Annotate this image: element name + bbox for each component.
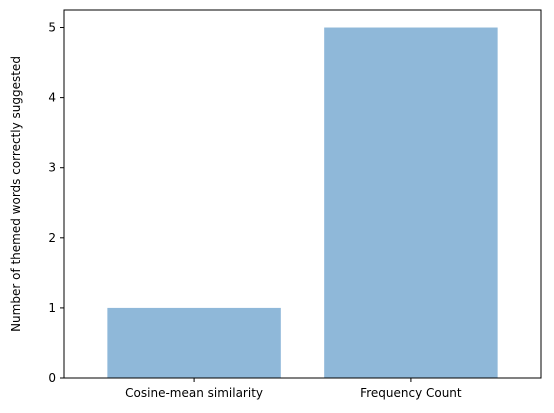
y-tick-label-5: 5 (48, 21, 56, 35)
bar-1 (324, 27, 498, 379)
y-tick-label-2: 2 (48, 231, 56, 245)
y-tick-label-0: 0 (48, 371, 56, 385)
y-tick-label-4: 4 (48, 91, 56, 105)
y-axis-label: Number of themed words correctly suggest… (9, 56, 23, 332)
y-axis-ticks: 0 1 2 3 4 5 (48, 21, 64, 385)
y-tick-label-1: 1 (48, 301, 56, 315)
x-tick-label-1: Frequency Count (360, 386, 462, 400)
y-tick-label-3: 3 (48, 161, 56, 175)
x-tick-label-0: Cosine-mean similarity (125, 386, 263, 400)
bars-group (107, 27, 498, 379)
x-axis-ticks: Cosine-mean similarity Frequency Count (125, 378, 462, 400)
bar-0 (107, 307, 281, 378)
plot-frame (63, 9, 542, 379)
